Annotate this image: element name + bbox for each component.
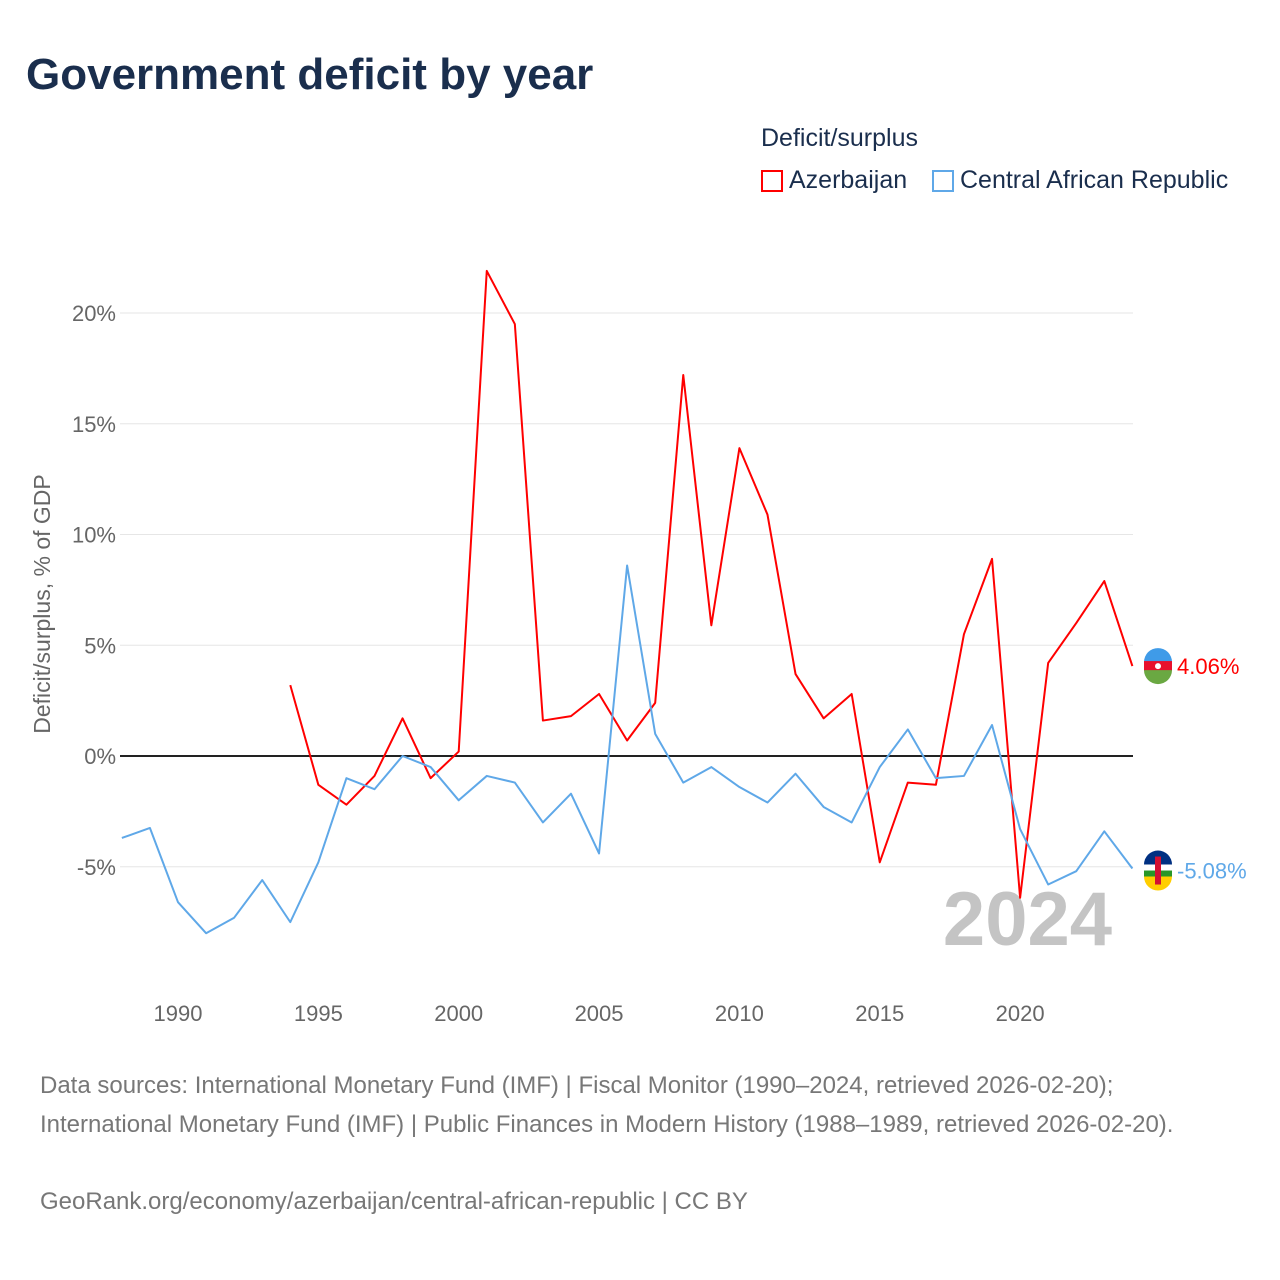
x-tick-label: 2000 [434,1001,483,1026]
flag-stripe [1155,856,1161,885]
x-tick-label: 1990 [154,1001,203,1026]
y-tick-label: 10% [72,523,116,548]
data-sources: Data sources: International Monetary Fun… [40,1072,1174,1138]
year-label: 2024 [943,877,1112,962]
legend-title: Deficit/surplus [761,124,918,152]
flag-crescent [1155,663,1161,670]
x-tick-label: 2020 [996,1001,1045,1026]
y-tick-label: -5% [77,855,116,880]
y-tick-label: 5% [84,633,116,658]
legend-label: Azerbaijan [789,166,908,194]
x-tick-label: 2005 [575,1001,624,1026]
flag-stripe [1144,670,1172,685]
legend-item-azerbaijan[interactable]: Azerbaijan [761,166,907,195]
x-tick-label: 1995 [294,1001,343,1026]
y-tick-label: 0% [84,744,116,769]
series-line-azerbaijan [289,269,1134,899]
legend-label: Central African Republic [960,166,1229,194]
end-value-label: 4.06% [1177,654,1239,679]
flag-central-african-republic-icon [1144,850,1172,891]
x-tick-label: 2015 [855,1001,904,1026]
y-tick-label: 15% [72,412,116,437]
end-value-label: -5.08% [1177,859,1247,884]
legend-item-car[interactable]: Central African Republic [932,166,1228,195]
legend-swatch [932,169,954,192]
flag-azerbaijan-icon [1144,648,1172,685]
y-tick-label: 20% [72,301,116,326]
chart-title: Government deficit by year [26,50,594,99]
series-line-central-african-republic [121,564,1134,935]
legend-swatch [761,169,783,192]
source-link[interactable]: GeoRank.org/economy/azerbaijan/central-a… [40,1188,748,1215]
x-tick-label: 2010 [715,1001,764,1026]
flag-stripe [1144,648,1172,663]
y-axis-label: Deficit/surplus, % of GDP [29,474,55,733]
